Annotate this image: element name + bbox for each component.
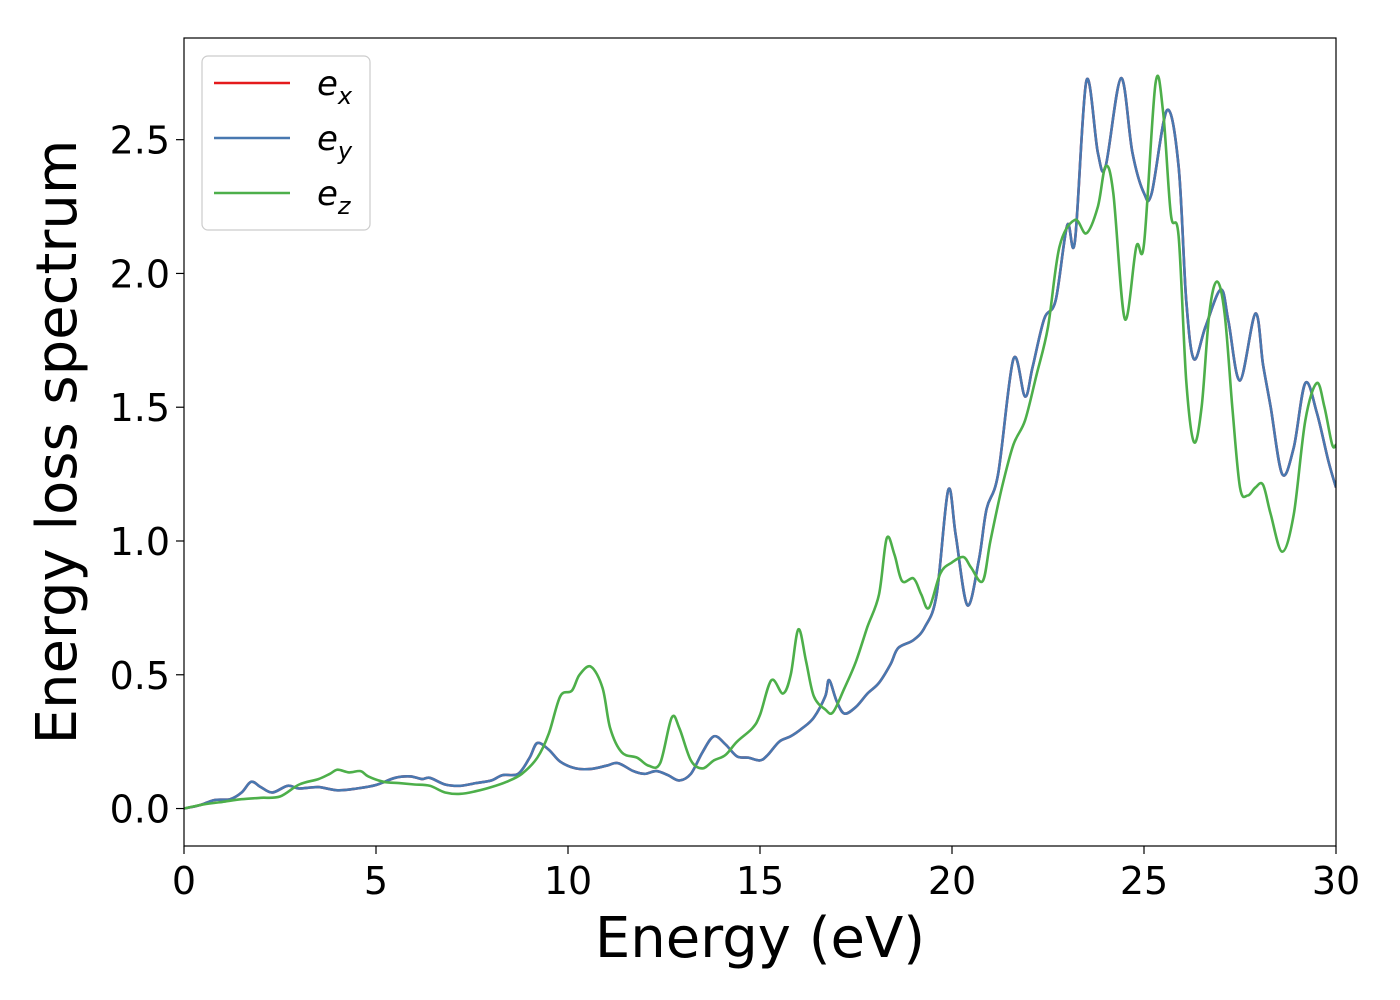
series-lines (184, 74, 1336, 810)
y-tick-label: 0.5 (110, 654, 170, 698)
legend-box (201, 55, 371, 231)
y-tick-label: 0.0 (110, 788, 170, 832)
y-tick-label: 2.5 (110, 119, 170, 163)
x-tick-label: 0 (172, 859, 196, 903)
x-axis-title: Energy (eV) (595, 906, 925, 971)
x-tick-label: 10 (544, 859, 592, 903)
x-tick-label: 5 (364, 859, 388, 903)
series-line-ey (184, 76, 1336, 810)
y-axis-title: Energy loss spectrum (25, 140, 90, 745)
x-tick-label: 15 (736, 859, 784, 903)
y-tick-label: 1.5 (110, 386, 170, 430)
series-line-ez (184, 74, 1336, 810)
y-tick-label: 2.0 (110, 252, 170, 296)
x-axis: 0 5 10 15 20 25 30 (172, 846, 1360, 903)
x-tick-label: 25 (1120, 859, 1168, 903)
x-tick-label: 30 (1312, 859, 1360, 903)
y-tick-label: 1.0 (110, 520, 170, 564)
y-axis: 0.0 0.5 1.0 1.5 2.0 2.5 (110, 119, 184, 832)
x-tick-label: 20 (928, 859, 976, 903)
